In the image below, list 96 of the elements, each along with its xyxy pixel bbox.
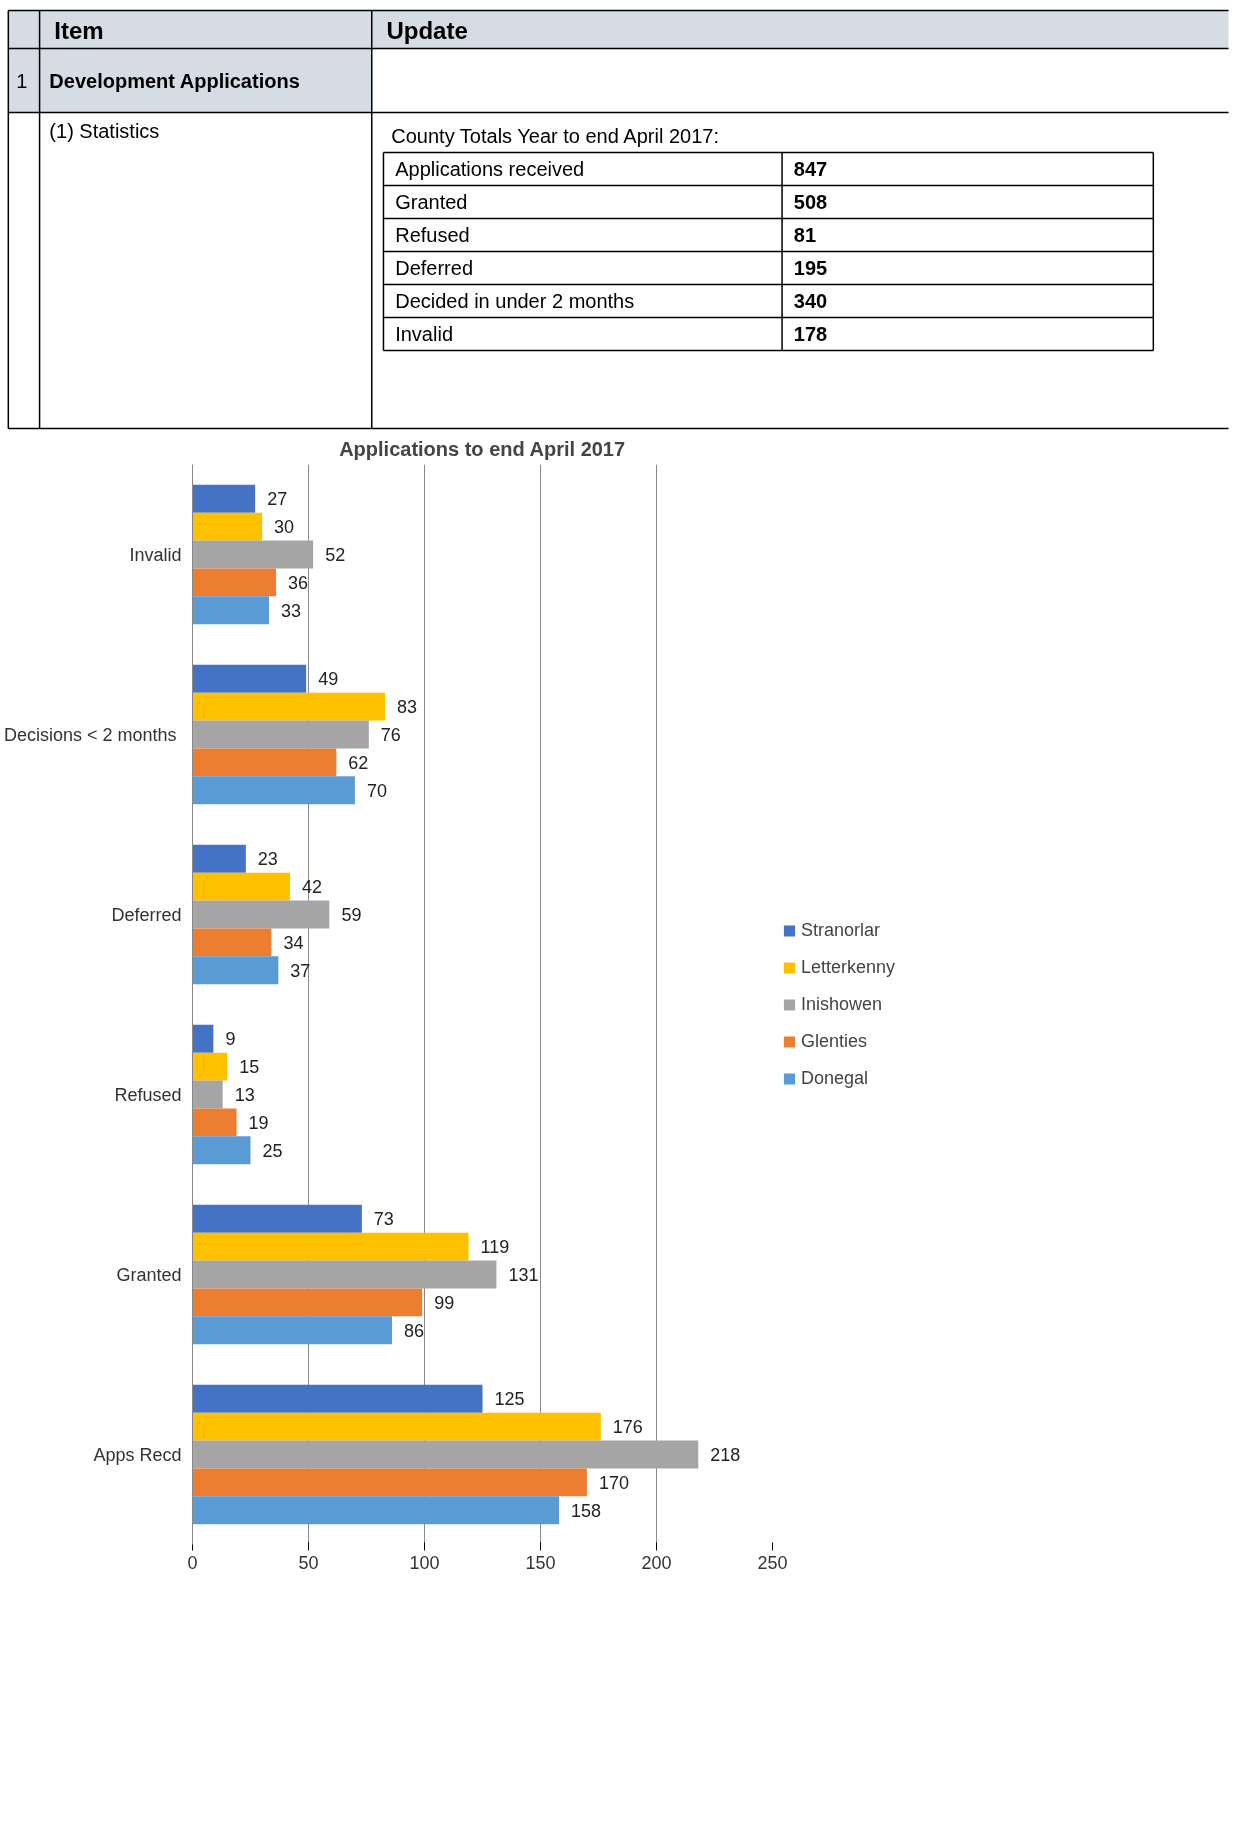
x-tick-label: 50 [298,1552,319,1573]
data-label: 176 [612,1417,643,1438]
data-label: 59 [341,905,362,925]
data-label: 218 [710,1445,741,1465]
y-tick-label: Decisions < 2 months [3,724,177,745]
x-tick-label: 0 [187,1552,198,1573]
bar [192,844,246,873]
data-label: 83 [397,697,418,718]
bar [192,1052,228,1081]
bar [192,596,270,625]
category-label: Granted [395,191,468,213]
bar [192,1468,587,1497]
bar [192,748,337,777]
data-label: 37 [290,960,311,981]
bar [192,1204,362,1233]
category-label: Deferred [395,257,474,279]
bar [192,1232,469,1261]
text: Item [54,17,104,44]
x-tick-label: 250 [757,1552,788,1573]
bar [192,872,290,901]
bar [192,1316,393,1345]
y-tick-label: Apps Recd [93,1444,182,1465]
data-label: 340 [793,290,828,312]
bar [192,1108,237,1137]
bar [192,1024,214,1053]
data-label: 42 [301,877,322,898]
data-label: 19 [248,1112,269,1133]
data-label: 178 [793,323,828,345]
y-tick-label: Deferred [111,904,182,925]
bar [192,776,355,805]
data-label: 125 [494,1389,525,1410]
data-label: 23 [257,849,278,870]
category-label: Decided in under 2 months [395,290,635,312]
bar [192,664,307,693]
data-label: 36 [288,572,309,593]
data-label: 33 [281,600,302,621]
data-label: 13 [234,1085,255,1105]
bar [192,540,314,569]
data-label: 131 [508,1265,539,1285]
bar [192,692,386,721]
bar [192,1136,251,1165]
bar [192,512,263,541]
x-tick-label: 200 [641,1552,672,1573]
data-label: 119 [480,1237,510,1258]
text: (1) Statistics [49,119,160,142]
data-label: 52 [325,545,346,565]
data-label: 86 [404,1320,425,1341]
text: County Totals Year to end April 2017: [391,124,719,147]
text: 1 [16,69,28,92]
legend-label: Stranorlar [801,919,881,941]
data-label: 99 [434,1292,455,1313]
data-label: 81 [793,224,817,246]
data-label: 25 [262,1140,283,1161]
x-tick-label: 150 [525,1552,556,1573]
data-label: 15 [239,1057,260,1078]
bar [192,1260,497,1289]
data-label: 70 [366,780,387,801]
bar [192,1412,601,1441]
bar [192,1288,423,1317]
legend-label: Donegal [801,1067,869,1089]
bar [192,928,272,957]
bar [192,1440,699,1469]
legend-label: Inishowen [801,993,883,1015]
data-label: 27 [267,489,288,510]
bar [192,568,277,597]
data-label: 76 [380,725,401,745]
legend-label: Letterkenny [801,956,896,978]
data-label: 158 [571,1500,602,1521]
data-label: 62 [348,752,369,773]
bar [192,900,330,929]
y-tick-label: Invalid [129,544,182,565]
bar [192,720,369,749]
bar [192,1496,560,1525]
category-label: Refused [395,224,470,246]
x-tick-label: 100 [409,1552,440,1573]
data-label: 195 [793,257,828,279]
category-label: Applications received [395,158,585,180]
y-tick-label: Granted [116,1264,182,1285]
data-label: 49 [318,669,339,690]
data-label: 34 [283,932,304,953]
text: Update [386,17,468,44]
data-label: 508 [793,191,828,213]
text: Development Applications [49,69,300,92]
data-label: 847 [793,158,828,180]
legend-label: Glenties [801,1030,868,1052]
category-label: Invalid [395,323,454,345]
data-label: 73 [373,1209,394,1230]
bar [192,1080,223,1109]
chart-title: Applications to end April 2017 [339,437,626,460]
data-label: 9 [225,1029,236,1050]
bar [192,956,279,985]
data-label: 170 [598,1472,629,1493]
y-tick-label: Refused [114,1084,182,1105]
bar [192,484,256,513]
data-label: 30 [274,517,295,538]
bar [192,1384,483,1413]
